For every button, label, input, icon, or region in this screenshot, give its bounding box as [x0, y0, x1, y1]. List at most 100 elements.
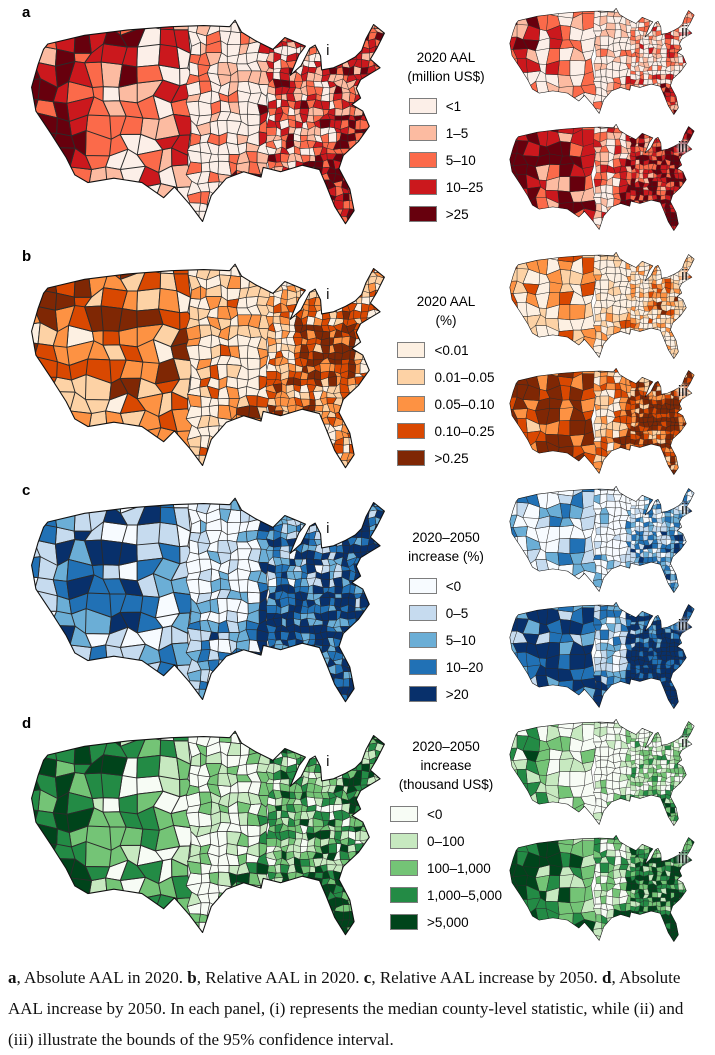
- us-outline: [509, 834, 695, 942]
- subpanel-label-ii: ii: [681, 22, 688, 40]
- legend-item: <0: [408, 578, 484, 594]
- legend-item: >20: [408, 686, 484, 702]
- legend-swatch: [408, 125, 437, 141]
- legend-swatch: [389, 914, 418, 930]
- panel-b: b i 2020 AAL (%) <0.01 0.01–0.05 0.05–0.10 0.10…: [0, 248, 715, 488]
- legend-item: 0–100: [389, 833, 502, 849]
- legend-label: >20: [445, 686, 469, 702]
- caption-segment: a: [8, 968, 17, 987]
- subpanel-label-i: i: [326, 520, 330, 538]
- us-outline: [509, 251, 695, 359]
- legend-title: 2020–2050 increase (%): [372, 528, 520, 566]
- us-county-map-svg: [509, 834, 695, 942]
- legend-label: <0: [445, 578, 462, 594]
- map-ci-upper-b: ii: [492, 250, 712, 362]
- map-median-d: i: [24, 725, 392, 943]
- legend-item: 0.10–0.25: [397, 423, 495, 439]
- subpanel-label-iii: iii: [677, 382, 688, 400]
- map-ci-lower-c: iii: [492, 600, 712, 712]
- legend-rows: <0.01 0.01–0.05 0.05–0.10 0.10–0.25 >0.25: [397, 342, 495, 477]
- county-cells-layer: [509, 8, 695, 115]
- caption-segment: b: [187, 968, 197, 987]
- map-ci-upper-c: ii: [492, 484, 712, 596]
- legend-b: 2020 AAL (%) <0.01 0.01–0.05 0.05–0.10 0.10–0…: [372, 292, 520, 477]
- us-outline: [31, 730, 385, 936]
- legend-label: 10–25: [445, 179, 484, 195]
- us-county-map-svg: [31, 263, 385, 469]
- legend-label: >0.25: [434, 450, 469, 466]
- legend-title-line: 2020 AAL: [416, 294, 476, 309]
- legend-item: >0.25: [397, 450, 494, 466]
- panel-d: d i 2020–2050 increase (thousand US$) <0 0–100…: [0, 715, 715, 955]
- legend-swatch: [408, 98, 437, 114]
- subpanel-label-i: i: [326, 286, 330, 304]
- legend-label: <0: [426, 806, 443, 822]
- legend-a: 2020 AAL (million US$) <1 1–5 5–10 10–25 >25: [372, 48, 520, 233]
- us-outline: [509, 601, 695, 709]
- legend-title-line: 2020–2050: [412, 739, 480, 754]
- caption-segment: d: [602, 968, 612, 987]
- figure-caption: a, Absolute AAL in 2020. b, Relative AAL…: [8, 962, 708, 1055]
- legend-label: 1–5: [445, 125, 469, 141]
- us-county-map-svg: [509, 7, 695, 115]
- panel-a: a i 2020 AAL (million US$) <1 1–5 5–10 10–25 >25…: [0, 4, 715, 244]
- caption-segment: , Relative AAL in 2020.: [196, 968, 364, 987]
- legend-item: 100–1,000: [389, 860, 502, 876]
- county-cells-layer: [31, 264, 385, 468]
- legend-swatch: [397, 396, 426, 412]
- caption-segment: , Relative AAL increase by 2050.: [371, 968, 603, 987]
- county-cells-layer: [31, 731, 385, 935]
- legend-item: 1–5: [408, 125, 484, 141]
- legend-swatch: [397, 450, 426, 466]
- legend-swatch: [408, 206, 437, 222]
- legend-item: 10–25: [408, 179, 484, 195]
- map-median-a: i: [24, 14, 392, 232]
- subpanel-label-iii: iii: [677, 616, 688, 634]
- legend-label: <1: [445, 98, 462, 114]
- legend-item: <0: [389, 806, 502, 822]
- legend-d: 2020–2050 increase (thousand US$) <0 0–100 10…: [372, 737, 520, 941]
- panel-c: c i 2020–2050 increase (%) <0 0–5 5–10 10–20 >20…: [0, 482, 715, 722]
- legend-title-line: (%): [435, 313, 457, 328]
- map-ci-upper-d: ii: [492, 717, 712, 829]
- legend-label: <0.01: [434, 342, 469, 358]
- panel-letter: d: [22, 715, 32, 732]
- legend-rows: <0 0–100 100–1,000 1,000–5,000 >5,000: [389, 806, 503, 941]
- legend-title-line: increase (%): [408, 549, 484, 564]
- caption-segment: , Absolute AAL in 2020.: [16, 968, 188, 987]
- legend-item: 10–20: [408, 659, 483, 675]
- legend-title-line: 2020–2050: [412, 530, 480, 545]
- legend-item: 5–10: [408, 632, 484, 648]
- legend-label: 0.10–0.25: [434, 423, 495, 439]
- map-ci-lower-a: iii: [492, 122, 712, 234]
- us-outline: [31, 19, 385, 225]
- panel-letter: c: [22, 482, 31, 499]
- ci-maps-column: ii iii: [492, 248, 712, 486]
- legend-item: >25: [408, 206, 484, 222]
- legend-item: <1: [408, 98, 484, 114]
- legend-label: 0.01–0.05: [434, 369, 495, 385]
- us-county-map-svg: [31, 730, 385, 936]
- legend-swatch: [389, 806, 418, 822]
- us-county-map-svg: [31, 497, 385, 703]
- legend-title-line: 2020 AAL: [416, 50, 476, 65]
- subpanel-label-i: i: [326, 753, 330, 771]
- legend-title: 2020 AAL (million US$): [372, 48, 520, 86]
- legend-label: >5,000: [426, 914, 469, 930]
- us-county-map-svg: [509, 485, 695, 593]
- us-outline: [31, 497, 385, 703]
- us-outline: [509, 7, 695, 115]
- legend-label: 1,000–5,000: [426, 887, 503, 903]
- us-county-map-svg: [31, 19, 385, 225]
- legend-rows: <1 1–5 5–10 10–25 >25: [408, 98, 484, 233]
- legend-title: 2020 AAL (%): [372, 292, 520, 330]
- caption-segment: c: [363, 968, 372, 987]
- ci-maps-column: ii iii: [492, 715, 712, 953]
- subpanel-label-i: i: [326, 42, 330, 60]
- subpanel-label-ii: ii: [681, 733, 688, 751]
- legend-item: <0.01: [397, 342, 494, 358]
- us-outline: [509, 718, 695, 826]
- legend-label: 5–10: [445, 632, 476, 648]
- county-cells-layer: [509, 835, 695, 942]
- legend-item: 5–10: [408, 152, 484, 168]
